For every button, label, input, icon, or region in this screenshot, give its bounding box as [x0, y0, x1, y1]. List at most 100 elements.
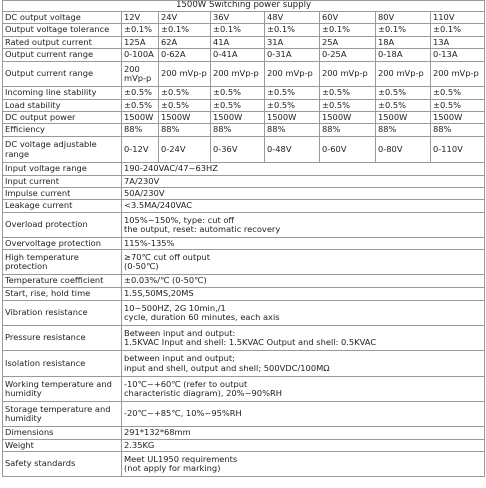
- spec-value: 200 mVp-p: [429, 61, 486, 87]
- spec-value: ±0.5%: [264, 86, 320, 100]
- spec-label: Incoming line stability: [2, 86, 122, 100]
- spec-label: Overload protection: [2, 212, 122, 238]
- spec-value: ±0.5%: [121, 99, 159, 112]
- spec-value: 88%: [210, 123, 265, 137]
- common-spec-row: Overvoltage protection 115%-135%: [2, 237, 486, 250]
- common-spec-row: High temperature protection ≥70℃ cut off …: [2, 249, 486, 275]
- spec-value: -10℃~+60℃ (refer to output characteristi…: [120, 376, 486, 402]
- spec-value: 0-36V: [210, 136, 265, 163]
- spec-value: 88%: [319, 123, 376, 137]
- spec-value: ±0.5%: [319, 86, 376, 100]
- spec-value: 200 mVp-p: [210, 61, 265, 87]
- spec-value: ±0.5%: [158, 99, 211, 112]
- spec-label: Rated output current: [2, 36, 122, 49]
- spec-value: 0-110V: [429, 136, 486, 163]
- spec-value: 1500W: [319, 111, 376, 124]
- spec-value: ±0.5%: [210, 86, 265, 100]
- spec-value: ±0.03%/℃ (0-50℃): [120, 274, 486, 288]
- common-spec-row: Vibration resistance 10~500HZ, 2G 10min,/…: [2, 300, 486, 326]
- spec-value: 200 mVp-p: [319, 61, 376, 87]
- spec-value: 105%~150%, type: cut off the output, res…: [120, 212, 486, 238]
- spec-label: Output current range: [2, 61, 122, 87]
- common-spec-row: Storage temperature and humidity -20℃~+85…: [2, 401, 486, 427]
- spec-value: 1500W: [429, 111, 486, 124]
- common-spec-row: Working temperature and humidity -10℃~+60…: [2, 376, 486, 402]
- spec-value: ±0.1%: [429, 23, 486, 37]
- spec-label: DC output power: [2, 111, 122, 124]
- spec-value: 0-24V: [158, 136, 211, 163]
- spec-label: Isolation resistance: [2, 350, 122, 377]
- spec-value: 36V: [210, 11, 265, 24]
- spec-label: Safety standards: [2, 451, 122, 477]
- spec-value: 1500W: [264, 111, 320, 124]
- spec-value: ±0.1%: [121, 23, 159, 37]
- spec-row: Output current range 200 mVp-p 200 mVp-p 20…: [2, 61, 486, 87]
- common-spec-row: Overload protection 105%~150%, type: cut …: [2, 212, 486, 238]
- spec-label: Working temperature and humidity: [2, 376, 122, 402]
- common-spec-row: Dimensions 291*132*68mm: [2, 426, 486, 440]
- spec-value: -20℃~+85℃, 10%~95%RH: [120, 401, 486, 427]
- spec-value: 0-31A: [264, 48, 320, 62]
- spec-label: Overvoltage protection: [2, 237, 122, 250]
- spec-value: 88%: [429, 123, 486, 137]
- spec-table-body: 1500W Switching power supply DC output v…: [1, 0, 486, 477]
- common-spec-row: Input voltage range 190-240VAC/47~63HZ: [2, 162, 486, 176]
- spec-value: <3.5MA/240VAC: [120, 199, 486, 213]
- table-title: 1500W Switching power supply: [1, 0, 486, 12]
- spec-value: 200 mVp-p: [375, 61, 431, 87]
- spec-value: 200 mVp-p: [264, 61, 320, 87]
- spec-label: Vibration resistance: [2, 300, 122, 326]
- spec-table: 1500W Switching power supply DC output v…: [1, 0, 486, 477]
- spec-value: 18A: [375, 36, 431, 49]
- spec-value: 0-60V: [319, 136, 376, 163]
- spec-value: 0-13A: [429, 48, 486, 62]
- common-spec-row: Safety standards Meet UL1950 requirements…: [2, 451, 486, 477]
- spec-value: 1.5S,50MS,20MS: [120, 287, 486, 301]
- spec-value: 125A: [121, 36, 159, 49]
- spec-value: 62A: [158, 36, 211, 49]
- spec-value: 7A/230V: [120, 175, 486, 188]
- spec-label: High temperature protection: [2, 249, 122, 275]
- spec-value: 0-18A: [375, 48, 431, 62]
- spec-label: DC voltage adjustable range: [2, 136, 122, 163]
- spec-label: Start, rise, hold time: [2, 287, 122, 301]
- spec-value: 88%: [375, 123, 431, 137]
- spec-value: ±0.1%: [158, 23, 211, 37]
- common-spec-row: Weight 2.35KG: [2, 439, 486, 452]
- spec-value: 110V: [429, 11, 486, 24]
- spec-label: Efficiency: [2, 123, 122, 137]
- spec-value: 60V: [319, 11, 376, 24]
- spec-value: 88%: [121, 123, 159, 137]
- spec-value: Meet UL1950 requirements (not apply for …: [120, 451, 486, 477]
- spec-label: Load stability: [2, 99, 122, 112]
- spec-label: DC output voltage: [2, 11, 122, 24]
- spec-value: ±0.5%: [319, 99, 376, 112]
- spec-value: 0-25A: [319, 48, 376, 62]
- common-spec-row: Start, rise, hold time 1.5S,50MS,20MS: [2, 287, 486, 301]
- common-spec-row: Temperature coefficient ±0.03%/℃ (0-50℃): [2, 274, 486, 288]
- spec-row: Output voltage tolerance ±0.1% ±0.1% ±0.1% ±…: [2, 23, 486, 37]
- spec-value: ±0.5%: [210, 99, 265, 112]
- spec-value: 0-48V: [264, 136, 320, 163]
- spec-row: DC voltage adjustable range 0-12V 0-24V 0-3…: [2, 136, 486, 163]
- spec-label: Input current: [2, 175, 122, 188]
- spec-row: Incoming line stability ±0.5% ±0.5% ±0.5% ±0…: [2, 86, 486, 100]
- spec-value: 200 mVp-p: [158, 61, 211, 87]
- spec-value: 50A/230V: [120, 187, 486, 200]
- spec-value: 48V: [264, 11, 320, 24]
- spec-value: 88%: [158, 123, 211, 137]
- spec-value: 12V: [121, 11, 159, 24]
- spec-value: 41A: [210, 36, 265, 49]
- spec-value: 80V: [375, 11, 431, 24]
- spec-label: Output current range: [2, 48, 122, 62]
- spec-row: Output current range 0-100A 0-62A 0-41A 0-31…: [2, 48, 486, 62]
- spec-value: 291*132*68mm: [120, 426, 486, 440]
- spec-label: Output voltage tolerance: [2, 23, 122, 37]
- spec-row: DC output power 1500W 1500W 1500W 1500W 1500W…: [2, 111, 486, 124]
- spec-value: 115%-135%: [120, 237, 486, 250]
- spec-value: between input and output; input and shel…: [120, 350, 486, 377]
- spec-value: 88%: [264, 123, 320, 137]
- spec-value: 0-12V: [121, 136, 159, 163]
- spec-value: 10~500HZ, 2G 10min,/1 cycle, duration 60…: [120, 300, 486, 326]
